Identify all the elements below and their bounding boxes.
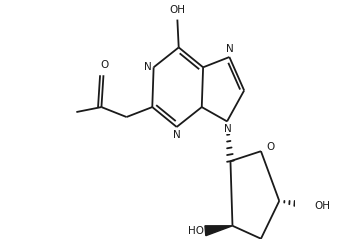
Text: N: N [173,130,181,140]
Text: HO: HO [188,226,204,236]
Text: O: O [101,60,109,70]
Text: N: N [226,44,234,54]
Text: N: N [224,124,232,134]
Text: N: N [144,62,152,72]
Text: O: O [266,142,275,152]
Text: OH: OH [169,5,186,15]
Text: OH: OH [314,201,330,211]
Polygon shape [205,226,232,236]
